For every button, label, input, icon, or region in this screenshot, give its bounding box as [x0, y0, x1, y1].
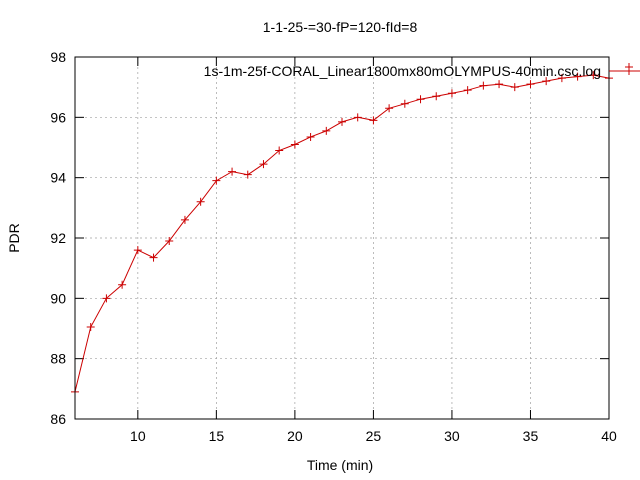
data-point [479, 81, 488, 90]
data-series [71, 71, 613, 396]
data-point [338, 117, 346, 126]
y-tick-label: 90 [50, 290, 66, 306]
data-point [416, 95, 425, 104]
axis-ticks: 86 88 90 92 94 96 98 10 15 20 25 30 35 40 [50, 49, 617, 444]
y-tick-label: 98 [50, 49, 66, 65]
legend: 1s-1m-25f-CORAL_Linear1800mx80mOLYMPUS-4… [204, 63, 640, 79]
data-point [526, 80, 535, 89]
x-tick-label: 20 [287, 428, 303, 444]
data-point [447, 89, 456, 98]
data-point [400, 99, 409, 108]
data-point [118, 280, 127, 289]
data-point [385, 104, 394, 113]
data-point [86, 322, 95, 331]
data-point [149, 253, 158, 262]
legend-label: 1s-1m-25f-CORAL_Linear1800mx80mOLYMPUS-4… [204, 63, 601, 79]
data-point [369, 116, 378, 125]
y-tick-label: 92 [50, 230, 66, 246]
data-point [495, 80, 504, 89]
plot-frame [74, 56, 610, 420]
y-tick-label: 86 [50, 411, 66, 427]
data-point [557, 74, 566, 83]
data-point [510, 83, 519, 92]
y-tick-label: 88 [50, 351, 66, 367]
legend-marker [625, 63, 633, 75]
data-point [432, 92, 441, 101]
x-tick-label: 25 [366, 428, 382, 444]
data-point [243, 170, 252, 179]
data-point [353, 113, 362, 122]
grid-lines [75, 57, 609, 419]
data-point [259, 160, 268, 169]
y-axis-label: PDR [6, 223, 22, 253]
data-point [463, 86, 472, 95]
y-tick-label: 94 [50, 170, 66, 186]
data-point [102, 294, 111, 303]
data-point [322, 126, 331, 135]
x-tick-label: 15 [209, 428, 225, 444]
x-tick-label: 30 [444, 428, 460, 444]
x-tick-label: 10 [130, 428, 146, 444]
data-point [542, 77, 551, 86]
y-tick-label: 96 [50, 109, 66, 125]
x-tick-label: 35 [523, 428, 539, 444]
data-point [212, 176, 221, 185]
data-point [196, 197, 205, 206]
data-point [290, 140, 299, 149]
data-point [228, 167, 237, 176]
data-point [165, 237, 174, 246]
x-axis-label: Time (min) [307, 457, 373, 473]
data-point [275, 146, 284, 155]
x-tick-label: 40 [601, 428, 617, 444]
data-point [573, 72, 582, 81]
data-point [133, 246, 142, 255]
data-point [306, 132, 315, 141]
data-point [589, 71, 598, 80]
chart-title: 1-1-25-=30-fP=120-fId=8 [263, 19, 418, 35]
data-point [180, 215, 189, 224]
